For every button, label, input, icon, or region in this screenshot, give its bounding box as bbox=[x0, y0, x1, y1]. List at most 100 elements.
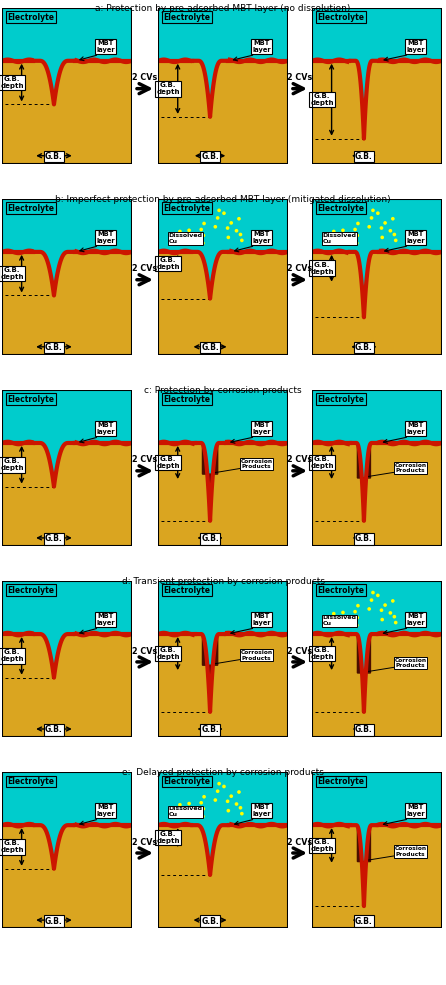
Bar bbox=[312, 199, 442, 252]
Text: Dissolved
Cu: Dissolved Cu bbox=[322, 233, 356, 244]
Bar bbox=[158, 199, 288, 252]
Point bbox=[198, 795, 205, 811]
Point bbox=[330, 606, 337, 622]
Text: Electrolyte: Electrolyte bbox=[318, 204, 364, 213]
Text: G.B.
depth: G.B. depth bbox=[310, 647, 334, 660]
Text: Electrolyte: Electrolyte bbox=[164, 777, 211, 786]
Text: G.B.: G.B. bbox=[45, 534, 63, 544]
Point bbox=[331, 200, 338, 216]
Text: MBT
layer: MBT layer bbox=[406, 805, 425, 818]
Point bbox=[387, 605, 394, 621]
Point bbox=[378, 602, 385, 618]
Point bbox=[224, 220, 231, 235]
Text: b: Imperfect protection by pre-adsorbed MBT layer (mitigated dissolution): b: Imperfect protection by pre-adsorbed … bbox=[55, 195, 391, 204]
Text: G.B.
depth: G.B. depth bbox=[156, 83, 180, 96]
Text: MBT
layer: MBT layer bbox=[406, 614, 425, 626]
Point bbox=[201, 789, 208, 805]
Text: G.B.
depth: G.B. depth bbox=[310, 839, 334, 852]
Text: Dissolved
Cu: Dissolved Cu bbox=[169, 233, 202, 244]
Point bbox=[339, 605, 347, 621]
Bar bbox=[158, 390, 288, 443]
Point bbox=[368, 592, 375, 608]
Text: Corrosion
Products: Corrosion Products bbox=[394, 463, 426, 474]
Text: G.B.: G.B. bbox=[355, 534, 373, 544]
Text: Electrolyte: Electrolyte bbox=[318, 586, 364, 595]
Text: e:  Delayed protection by corrosion products: e: Delayed protection by corrosion produ… bbox=[122, 768, 324, 777]
Text: G.B.: G.B. bbox=[355, 725, 373, 735]
Point bbox=[176, 224, 183, 239]
Point bbox=[351, 604, 359, 620]
Point bbox=[235, 211, 243, 227]
Text: 2 CVs: 2 CVs bbox=[287, 646, 313, 656]
Bar bbox=[2, 8, 132, 61]
Point bbox=[368, 210, 375, 226]
Text: G.B.: G.B. bbox=[45, 916, 63, 926]
Bar bbox=[158, 581, 288, 634]
Bar bbox=[2, 390, 132, 443]
Text: G.B.
depth: G.B. depth bbox=[156, 257, 180, 270]
Text: Corrosion
Products: Corrosion Products bbox=[394, 658, 426, 668]
Polygon shape bbox=[2, 581, 132, 678]
Text: G.B.
depth: G.B. depth bbox=[0, 458, 24, 471]
Point bbox=[215, 203, 223, 219]
Text: MBT
layer: MBT layer bbox=[252, 423, 271, 435]
Polygon shape bbox=[2, 772, 132, 869]
Point bbox=[233, 796, 240, 812]
Text: Corrosion
Products: Corrosion Products bbox=[394, 846, 426, 857]
Point bbox=[214, 783, 221, 799]
Text: Electrolyte: Electrolyte bbox=[164, 586, 211, 595]
Text: 2 CVs: 2 CVs bbox=[132, 264, 157, 274]
Point bbox=[179, 197, 186, 213]
Text: G.B.
depth: G.B. depth bbox=[310, 456, 334, 469]
Text: 2 CVs: 2 CVs bbox=[132, 455, 157, 465]
Point bbox=[331, 582, 338, 598]
Text: G.B.
depth: G.B. depth bbox=[0, 840, 24, 853]
Point bbox=[225, 230, 232, 245]
Point bbox=[392, 615, 399, 630]
Point bbox=[176, 797, 183, 813]
Point bbox=[330, 224, 337, 239]
Polygon shape bbox=[202, 444, 218, 521]
Point bbox=[235, 784, 243, 800]
Polygon shape bbox=[158, 390, 288, 521]
Bar bbox=[312, 8, 442, 61]
Point bbox=[409, 226, 416, 241]
Point bbox=[255, 226, 262, 241]
Text: G.B.: G.B. bbox=[45, 725, 63, 735]
Text: Electrolyte: Electrolyte bbox=[318, 777, 364, 786]
Point bbox=[409, 608, 416, 624]
Text: G.B.: G.B. bbox=[201, 916, 219, 926]
Point bbox=[374, 205, 381, 221]
Point bbox=[353, 618, 360, 633]
Point bbox=[238, 232, 245, 248]
Point bbox=[389, 211, 396, 227]
Point bbox=[177, 200, 184, 216]
Text: G.B.
depth: G.B. depth bbox=[156, 456, 180, 469]
Polygon shape bbox=[2, 199, 132, 296]
Point bbox=[392, 232, 399, 248]
Bar bbox=[2, 199, 132, 252]
Text: d: Transient protection by corrosion products: d: Transient protection by corrosion pro… bbox=[121, 577, 325, 586]
Text: Dissolved
Cu: Dissolved Cu bbox=[169, 807, 202, 818]
Text: MBT
layer: MBT layer bbox=[406, 423, 425, 435]
Text: Electrolyte: Electrolyte bbox=[8, 395, 54, 404]
Bar bbox=[312, 772, 442, 825]
Text: Electrolyte: Electrolyte bbox=[318, 13, 364, 22]
Text: 2 CVs: 2 CVs bbox=[132, 837, 157, 847]
Text: MBT
layer: MBT layer bbox=[96, 805, 115, 818]
Text: G.B.: G.B. bbox=[45, 152, 63, 162]
Text: 2 CVs: 2 CVs bbox=[287, 73, 313, 83]
Text: MBT
layer: MBT layer bbox=[96, 423, 115, 435]
Text: MBT
layer: MBT layer bbox=[406, 231, 425, 244]
Text: Corrosion
Products: Corrosion Products bbox=[240, 459, 273, 470]
Point bbox=[353, 235, 360, 251]
Point bbox=[198, 222, 205, 237]
Point bbox=[199, 235, 206, 251]
Point bbox=[227, 215, 235, 230]
Text: 2 CVs: 2 CVs bbox=[287, 455, 313, 465]
Point bbox=[366, 601, 373, 617]
Point bbox=[200, 801, 207, 817]
Point bbox=[225, 803, 232, 819]
Text: G.B.
depth: G.B. depth bbox=[310, 94, 334, 106]
Text: MBT
layer: MBT layer bbox=[252, 805, 271, 818]
